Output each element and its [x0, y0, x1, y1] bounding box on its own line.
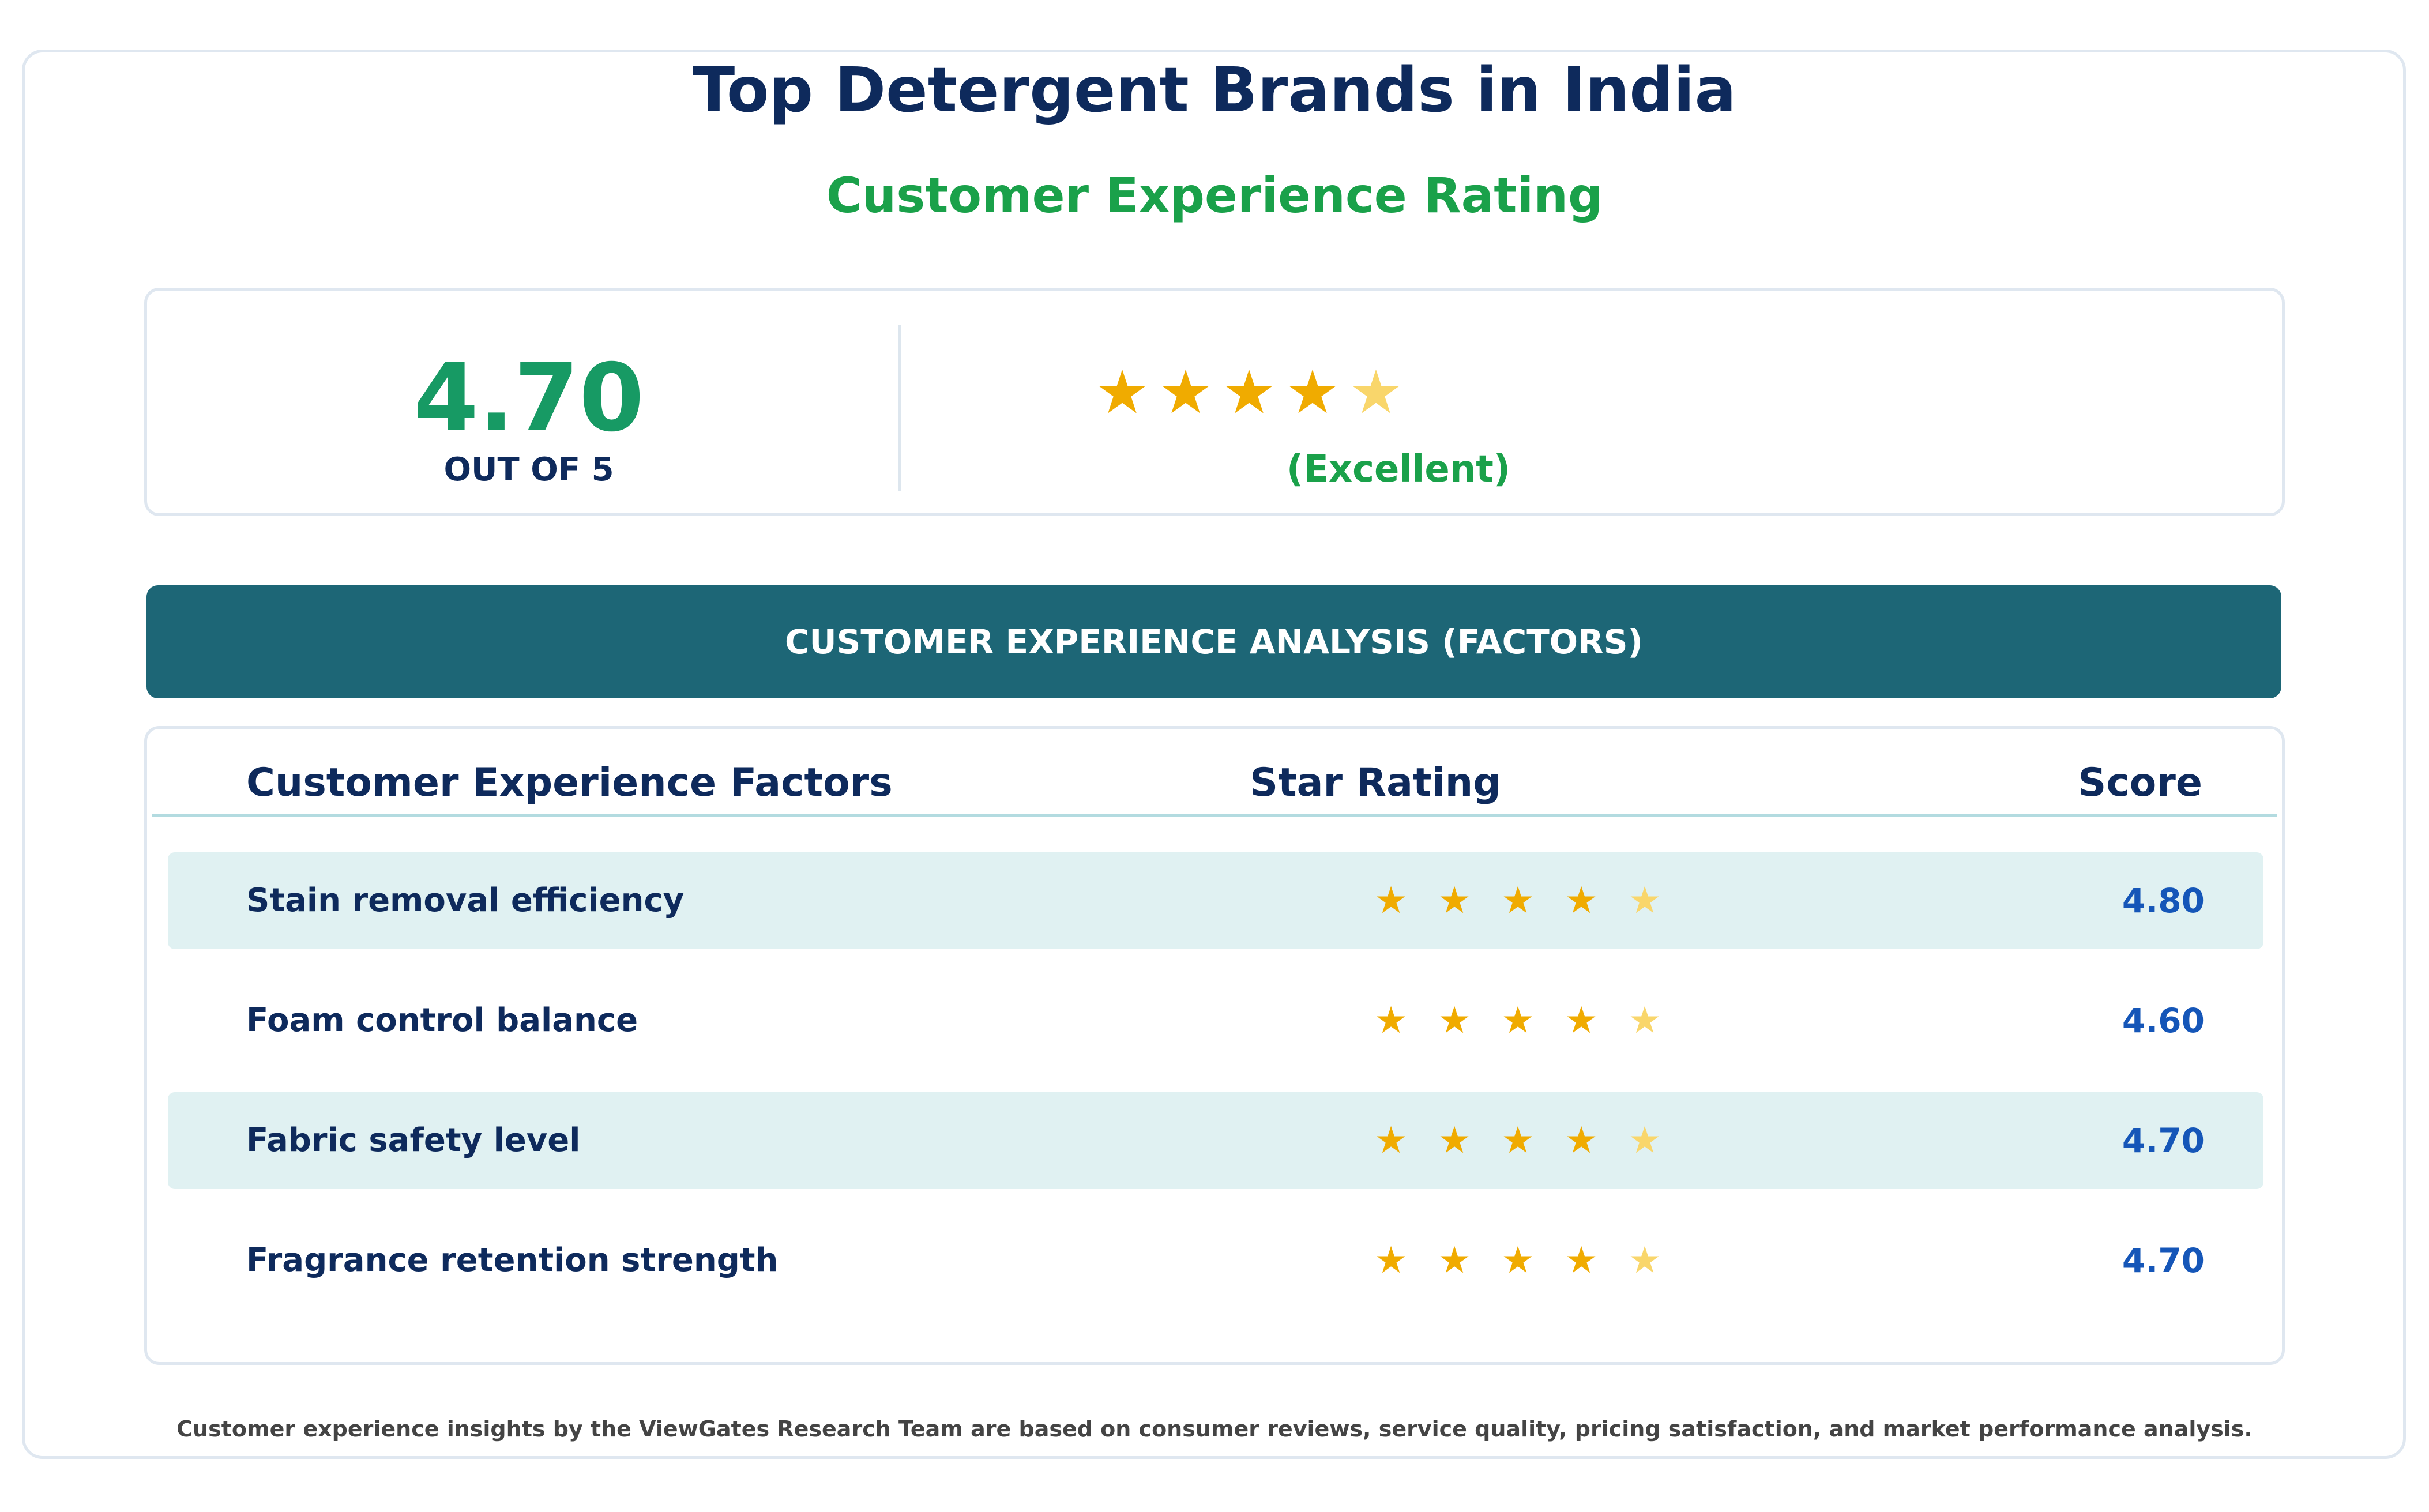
factor-label: Stain removal efficiency [246, 882, 685, 919]
partial-star-icon: ★ [1628, 1119, 1661, 1162]
star-icon: ★ [1438, 999, 1471, 1042]
partial-star-icon: ★ [1349, 357, 1403, 427]
row-star-rating: ★ ★ ★ ★ ★ [1359, 852, 1676, 949]
star-icon: ★ [1565, 999, 1598, 1042]
out-of-label: OUT OF 5 [443, 451, 614, 488]
partial-star-icon: ★ [1628, 879, 1661, 922]
row-star-rating: ★ ★ ★ ★ ★ [1359, 972, 1676, 1069]
star-icon: ★ [1374, 999, 1408, 1042]
page-subtitle: Customer Experience Rating [826, 167, 1603, 224]
star-icon: ★ [1438, 879, 1471, 922]
column-header-factor: Customer Experience Factors [246, 760, 893, 806]
factor-label: Fragrance retention strength [246, 1242, 779, 1279]
star-icon: ★ [1374, 879, 1408, 922]
star-icon: ★ [1374, 1119, 1408, 1162]
table-row: Fragrance retention strength ★ ★ ★ ★ ★ 4… [168, 1212, 2263, 1309]
header-divider [152, 814, 2277, 817]
overall-star-rating: ★ ★ ★ ★ ★ [1093, 358, 1405, 427]
column-header-score: Score [2078, 760, 2202, 806]
star-icon: ★ [1501, 999, 1535, 1042]
factor-label: Fabric safety level [246, 1122, 581, 1159]
table-row: Foam control balance ★ ★ ★ ★ ★ 4.60 [168, 972, 2263, 1069]
page-title: Top Detergent Brands in India [693, 55, 1736, 126]
row-star-rating: ★ ★ ★ ★ ★ [1359, 1212, 1676, 1309]
star-icon: ★ [1565, 1239, 1598, 1282]
star-icon: ★ [1222, 357, 1276, 427]
divider [898, 325, 901, 491]
star-icon: ★ [1501, 1119, 1535, 1162]
star-icon: ★ [1565, 879, 1598, 922]
partial-star-icon: ★ [1628, 999, 1661, 1042]
factor-label: Foam control balance [246, 1002, 638, 1039]
star-icon: ★ [1159, 357, 1213, 427]
star-icon: ★ [1501, 879, 1535, 922]
star-icon: ★ [1095, 357, 1149, 427]
star-icon: ★ [1501, 1239, 1535, 1282]
factors-table: Customer Experience Factors Star Rating … [144, 726, 2285, 1365]
factor-score: 4.60 [2122, 1001, 2205, 1040]
table-row: Fabric safety level ★ ★ ★ ★ ★ 4.70 [168, 1092, 2263, 1189]
factor-score: 4.70 [2122, 1121, 2205, 1160]
section-banner: CUSTOMER EXPERIENCE ANALYSIS (FACTORS) [146, 585, 2281, 698]
star-icon: ★ [1285, 357, 1340, 427]
overall-score: 4.70 [413, 344, 644, 453]
column-header-stars: Star Rating [1250, 760, 1501, 806]
row-star-rating: ★ ★ ★ ★ ★ [1359, 1092, 1676, 1189]
partial-star-icon: ★ [1628, 1239, 1661, 1282]
rating-label: (Excellent) [1286, 448, 1511, 491]
star-icon: ★ [1374, 1239, 1408, 1282]
star-icon: ★ [1438, 1239, 1471, 1282]
factor-score: 4.80 [2122, 881, 2205, 920]
summary-panel: 4.70 OUT OF 5 ★ ★ ★ ★ ★ (Excellent) [144, 288, 2285, 516]
star-icon: ★ [1438, 1119, 1471, 1162]
factor-score: 4.70 [2122, 1241, 2205, 1280]
table-row: Stain removal efficiency ★ ★ ★ ★ ★ 4.80 [168, 852, 2263, 949]
footnote: Customer experience insights by the View… [176, 1416, 2253, 1442]
star-icon: ★ [1565, 1119, 1598, 1162]
